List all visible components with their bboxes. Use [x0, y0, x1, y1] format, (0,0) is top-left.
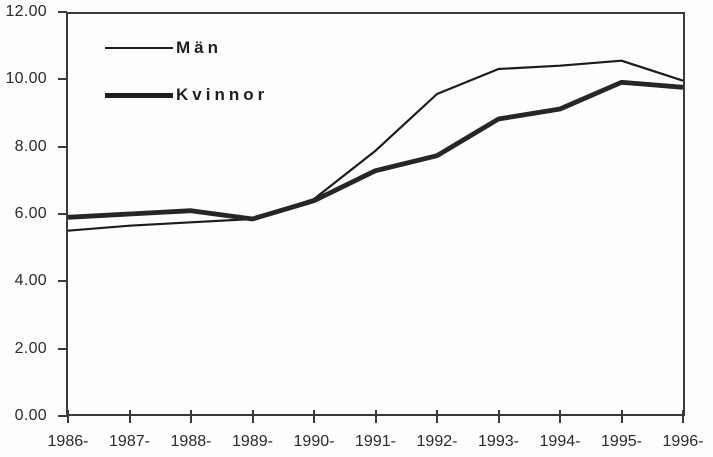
- x-tick-label: 1989-: [232, 433, 273, 450]
- legend-label-kvinnor: Kvinnor: [176, 85, 269, 104]
- legend-label-man: Män: [176, 38, 222, 57]
- y-axis-tick: [58, 415, 67, 417]
- x-axis-tick: [436, 410, 438, 423]
- x-axis-tick: [620, 410, 623, 423]
- y-tick-label: 10.00: [5, 70, 47, 88]
- plot-area: [66, 12, 685, 416]
- x-axis-tick: [67, 410, 69, 423]
- x-tick-label: 1995-: [601, 433, 642, 450]
- x-tick-label: 1990-: [293, 433, 335, 450]
- x-axis-tick: [497, 410, 500, 423]
- y-tick-label: 6.00: [14, 205, 47, 222]
- y-axis-tick: [58, 347, 67, 350]
- x-tick-label: 1986-: [47, 433, 89, 450]
- thick-line-swatch: [105, 92, 173, 98]
- line-chart: [67, 59, 684, 232]
- y-tick-label: 8.00: [14, 137, 47, 155]
- x-tick-label: 1991-: [355, 433, 396, 450]
- x-tick-label: 1996-: [662, 433, 704, 450]
- x-axis-tick: [682, 410, 684, 423]
- y-axis-tick: [58, 280, 67, 283]
- y-axis-tick: [58, 145, 67, 148]
- x-tick-label: 1994-: [539, 433, 581, 450]
- thin-line-swatch: [105, 47, 173, 49]
- y-axis-tick: [58, 213, 67, 215]
- y-tick-label: 2.00: [14, 339, 47, 357]
- legend-item-kvinnor: Kvinnor: [105, 84, 268, 106]
- x-axis-tick: [190, 410, 192, 423]
- series-line-kvinnor: [67, 79, 684, 222]
- x-axis-tick: [559, 410, 561, 423]
- x-axis-tick: [313, 410, 315, 423]
- x-tick-label: 1992-: [416, 433, 458, 450]
- legend: Män Kvinnor: [105, 37, 268, 131]
- y-axis-tick: [58, 11, 67, 13]
- x-axis-tick: [128, 410, 131, 423]
- series-line-män: [67, 59, 684, 232]
- y-tick-label: 0.00: [14, 407, 47, 424]
- y-tick-label: 12.00: [5, 3, 47, 20]
- legend-item-man: Män: [105, 37, 268, 59]
- x-axis-tick: [251, 410, 254, 423]
- x-tick-label: 1993-: [478, 433, 519, 450]
- x-tick-label: 1987-: [109, 433, 150, 450]
- y-tick-label: 4.00: [14, 272, 47, 290]
- x-axis-tick: [374, 410, 377, 423]
- y-axis-tick: [58, 78, 67, 81]
- x-tick-label: 1988-: [170, 433, 212, 450]
